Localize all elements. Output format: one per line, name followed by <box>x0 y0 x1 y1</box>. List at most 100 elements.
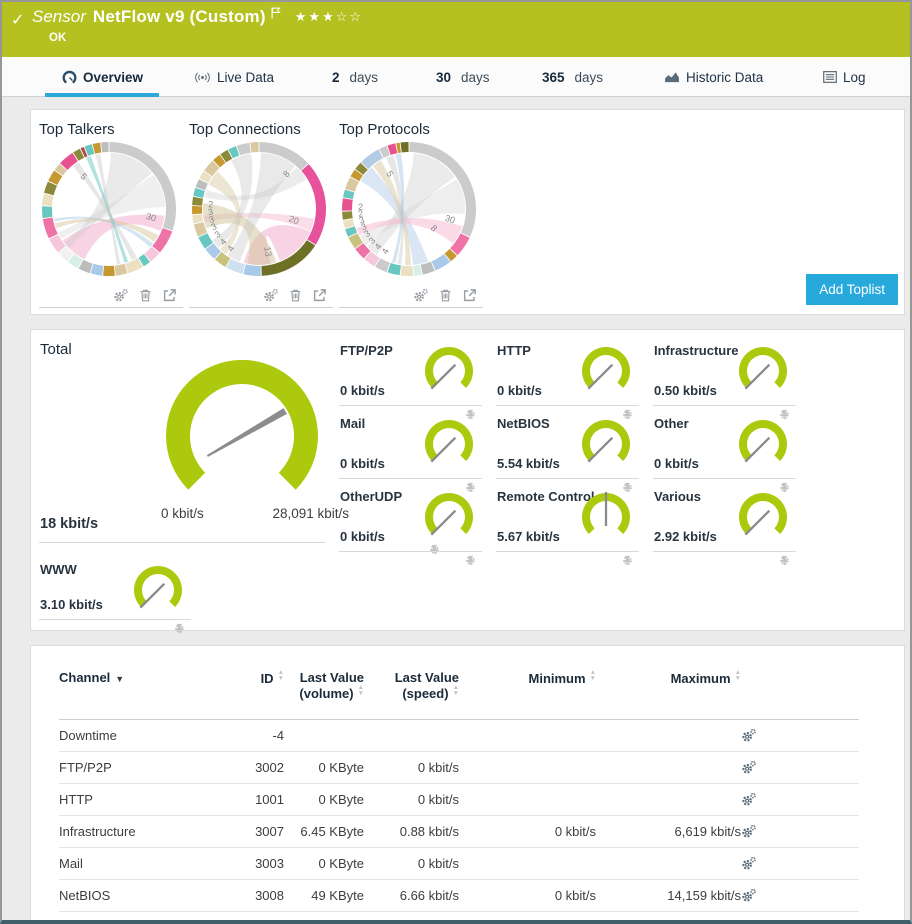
value-cell: 0 KByte <box>284 783 364 816</box>
column-header-last-value-speed[interactable]: Last Value (speed) ▲ ▼ <box>394 670 459 701</box>
svg-text:4: 4 <box>218 237 229 248</box>
star-filled-icon[interactable]: ★ <box>294 9 309 24</box>
svg-text:5: 5 <box>78 171 89 181</box>
trash-icon[interactable] <box>288 288 303 303</box>
tab-log[interactable]: Log <box>823 57 866 97</box>
toplist-actions <box>113 288 177 303</box>
gauge-channel-title: WWW <box>40 562 77 577</box>
column-header-channel[interactable]: Channel ▼ <box>59 670 125 685</box>
toplist-title: Top Protocols <box>339 121 430 138</box>
row-actions-cell <box>741 719 859 752</box>
value-cell <box>459 751 596 784</box>
settings-icon[interactable] <box>741 792 801 807</box>
tab-30-days[interactable]: 30 days <box>436 69 490 85</box>
tab-overview[interactable]: Overview <box>44 57 160 97</box>
tab-label: Log <box>843 69 866 85</box>
column-header-last-value-volume[interactable]: Last Value (volume) ▲ ▼ <box>299 670 364 701</box>
gauge-cell-www: WWW 3.10 kbit/s <box>39 557 191 634</box>
value-cell: 0 kbit/s <box>364 847 459 880</box>
settings-icon[interactable] <box>413 288 429 303</box>
channel-table: Channel ▼ ID ▲ ▼ Last Value (volume) ▲ ▼ Last Va… <box>59 654 859 912</box>
settings-icon[interactable] <box>263 288 279 303</box>
svg-text:13: 13 <box>262 246 273 257</box>
value-cell: 0 KByte <box>284 751 364 784</box>
svg-text:3: 3 <box>359 221 368 232</box>
svg-text:3: 3 <box>213 229 223 240</box>
settings-icon[interactable] <box>741 760 801 775</box>
gauge-cell-infrastructure: Infrastructure 0.50 kbit/s <box>653 338 796 420</box>
gauge-channel-title: FTP/P2P <box>340 343 393 358</box>
tab-2-days[interactable]: 2 days <box>332 69 379 85</box>
toplist-top-connections: Top Connections 8 20 13 4 4 3 3 3 3 2 <box>189 118 339 314</box>
external-link-icon[interactable] <box>312 288 327 303</box>
svg-text:8: 8 <box>281 169 292 179</box>
channel-gauge <box>582 420 630 463</box>
external-link-icon[interactable] <box>462 288 477 303</box>
column-header-maximum[interactable]: Maximum ▲ ▼ <box>670 669 741 686</box>
table-row-ftp-p2p: FTP/P2P 3002 0 KByte 0 kbit/s <box>59 751 859 784</box>
gauge-channel-value: 5.67 kbit/s <box>497 529 560 544</box>
trash-icon[interactable] <box>438 288 453 303</box>
svg-text:2: 2 <box>358 202 363 212</box>
gauge-max-label: 28,091 kbit/s <box>272 506 349 521</box>
settings-icon[interactable] <box>741 888 801 903</box>
toplists-card: Top Talkers 30 5 Top Connections 8 20 13 4 4 3 3 3 3… <box>30 109 905 315</box>
channel-gauge <box>739 420 787 463</box>
channel-gauge <box>134 566 182 609</box>
column-header-minimum[interactable]: Minimum ▲ ▼ <box>528 669 597 686</box>
settings-icon[interactable] <box>113 288 129 303</box>
sensor-header: ✓ Sensor NetFlow v9 (Custom) ★★★☆☆ OK <box>2 2 910 57</box>
tab-live-data[interactable]: Live Data <box>194 57 274 97</box>
trash-icon[interactable] <box>138 288 153 303</box>
value-cell: 0 kbit/s <box>459 879 596 912</box>
gauge-channel-title: Infrastructure <box>654 343 739 358</box>
total-gauge <box>166 359 318 490</box>
status-check-icon: ✓ <box>11 12 25 29</box>
svg-text:3: 3 <box>367 235 378 246</box>
channel-table-card: Channel ▼ ID ▲ ▼ Last Value (volume) ▲ ▼ Last Va… <box>30 645 905 920</box>
sort-toggle-icon: ▲ ▼ <box>734 669 741 682</box>
column-header-id[interactable]: ID ▲ ▼ <box>260 669 284 686</box>
settings-icon[interactable] <box>741 728 801 743</box>
toplist-top-talkers: Top Talkers 30 5 <box>39 118 189 314</box>
tab-historic-data[interactable]: Historic Data <box>664 57 763 97</box>
toplist-title: Top Connections <box>189 121 301 138</box>
star-filled-icon[interactable]: ★ <box>308 9 323 24</box>
channel-gauge <box>582 347 630 390</box>
value-cell <box>459 847 596 880</box>
chord-chart[interactable]: 30 5 <box>39 139 179 279</box>
gauge-channel-title: OtherUDP <box>340 489 403 504</box>
sort-toggle-icon: ▲ ▼ <box>452 684 459 697</box>
star-empty-icon[interactable]: ☆ <box>349 9 364 24</box>
gauge-channel-value: 0 kbit/s <box>497 383 542 398</box>
value-cell: 6.45 KByte <box>284 815 364 848</box>
value-cell <box>596 751 741 784</box>
settings-icon[interactable] <box>741 856 801 871</box>
flag-icon[interactable] <box>271 7 281 19</box>
value-cell <box>596 847 741 880</box>
tab-label: Overview <box>83 69 144 85</box>
value-cell <box>459 783 596 816</box>
sort-toggle-icon: ▲ ▼ <box>277 669 284 682</box>
total-title: Total <box>40 341 72 358</box>
value-cell <box>596 783 741 816</box>
star-filled-icon[interactable]: ★ <box>322 9 336 24</box>
value-cell: 6.66 kbit/s <box>364 879 459 912</box>
total-gauge-panel: Total 0 kbit/s 28,091 kbit/s 18 kbit/s <box>39 338 439 557</box>
star-empty-icon[interactable]: ☆ <box>335 9 350 24</box>
add-toplist-button[interactable]: Add Toplist <box>806 274 898 305</box>
gauge-channel-value: 0 kbit/s <box>340 383 385 398</box>
external-link-icon[interactable] <box>162 288 177 303</box>
channel-name-cell: FTP/P2P <box>59 751 214 784</box>
priority-stars[interactable]: ★★★☆☆ <box>295 9 363 25</box>
channel-gauge <box>739 493 787 536</box>
channel-gauge <box>739 347 787 390</box>
sensor-title: NetFlow v9 (Custom) <box>92 7 266 26</box>
channel-gauge <box>425 347 473 390</box>
tab-365-days[interactable]: 365 days <box>542 69 604 85</box>
svg-text:2: 2 <box>208 199 213 209</box>
settings-icon[interactable] <box>741 824 801 839</box>
value-cell: 0 kbit/s <box>364 783 459 816</box>
